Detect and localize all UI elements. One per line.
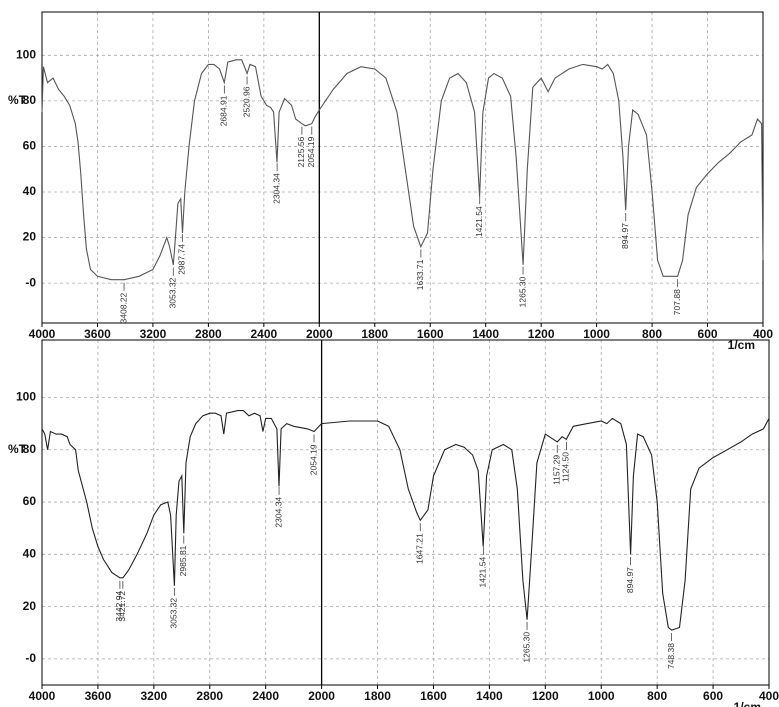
peak-label: 2987.74 — [177, 244, 187, 275]
x-tick-label: 1400 — [476, 689, 503, 703]
peak-label: 1421.54 — [478, 557, 488, 588]
x-tick-label: 3200 — [140, 689, 167, 703]
y-tick-label: 100 — [16, 47, 36, 61]
peak-label: 2125.56 — [296, 136, 306, 167]
x-tick-label: 2800 — [196, 689, 223, 703]
peak-label: 1647.21 — [415, 533, 425, 564]
x-tick-label: 1600 — [417, 327, 444, 341]
y-tick-label: -0 — [25, 275, 36, 289]
x-tick-label: 1600 — [420, 689, 447, 703]
plot-frame — [41, 11, 764, 324]
peak-label: 2520.96 — [241, 86, 251, 117]
x-tick-label: 1800 — [361, 327, 388, 341]
y-tick-label: -0 — [25, 651, 36, 665]
x-tick-label: 400 — [753, 327, 773, 341]
spectrum-line — [41, 410, 770, 631]
x-tick-label: 600 — [703, 689, 723, 703]
x-axis-label: 1/cm — [728, 338, 755, 352]
y-tick-label: 40 — [23, 184, 37, 198]
x-tick-label: 4000 — [29, 327, 56, 341]
x-tick-label: 600 — [698, 327, 718, 341]
x-tick-label: 1000 — [583, 327, 610, 341]
x-tick-label: 3600 — [84, 327, 111, 341]
peak-label: 2985.81 — [178, 545, 188, 576]
peak-label: 2304.34 — [271, 173, 281, 204]
y-tick-label: 20 — [23, 599, 37, 613]
peak-label: 894.97 — [625, 567, 635, 593]
x-tick-label: 2000 — [306, 327, 333, 341]
x-tick-label: 3200 — [140, 327, 167, 341]
peak-label: 1265.30 — [521, 632, 531, 663]
peak-label: 748.38 — [666, 643, 676, 669]
peak-label: 2054.19 — [308, 444, 318, 475]
x-tick-label: 2400 — [252, 689, 279, 703]
x-tick-label: 2400 — [250, 327, 277, 341]
x-tick-label: 4000 — [29, 689, 56, 703]
y-tick-label: 100 — [16, 390, 36, 404]
y-tick-label: 60 — [23, 494, 37, 508]
peak-label: 1157.29 — [552, 455, 562, 485]
y-tick-label: 40 — [23, 546, 37, 560]
y-axis-label: %T — [8, 93, 27, 107]
x-tick-label: 1200 — [532, 689, 559, 703]
peak-label: 1421.54 — [474, 206, 484, 237]
peak-label: 3421.72 — [117, 591, 127, 622]
x-tick-label: 400 — [759, 689, 779, 703]
x-tick-label: 1800 — [364, 689, 391, 703]
x-tick-label: 2000 — [308, 689, 335, 703]
spectrum-line — [41, 59, 764, 281]
x-tick-label: 3600 — [85, 689, 112, 703]
x-tick-label: 2800 — [195, 327, 222, 341]
peak-label: 894.97 — [620, 223, 630, 249]
y-axis-label: %T — [8, 442, 27, 456]
plot-frame — [41, 339, 770, 686]
peak-label: 2304.34 — [273, 497, 283, 528]
peak-label: 3053.32 — [169, 598, 179, 629]
peak-label: 1124.50 — [561, 452, 571, 482]
y-tick-label: 60 — [23, 139, 37, 153]
y-tick-label: 80 — [23, 93, 37, 107]
peak-label: 3442.94 — [114, 591, 124, 622]
peak-label: 2054.19 — [306, 136, 316, 167]
x-tick-label: 800 — [647, 689, 667, 703]
x-axis-label: 1/cm — [734, 700, 761, 707]
peak-label: 3053.32 — [168, 277, 178, 308]
y-tick-label: 80 — [23, 442, 37, 456]
y-tick-label: 20 — [23, 230, 37, 244]
x-tick-label: 1200 — [528, 327, 555, 341]
peak-label: 707.88 — [672, 289, 682, 315]
peak-label: 1633.71 — [415, 259, 425, 290]
peak-label: 2684.91 — [219, 95, 229, 126]
peak-label: 1265.30 — [517, 276, 527, 307]
x-tick-label: 1000 — [588, 689, 615, 703]
x-tick-label: 800 — [642, 327, 662, 341]
x-tick-label: 1400 — [472, 327, 499, 341]
peak-label: 3408.22 — [118, 292, 128, 323]
